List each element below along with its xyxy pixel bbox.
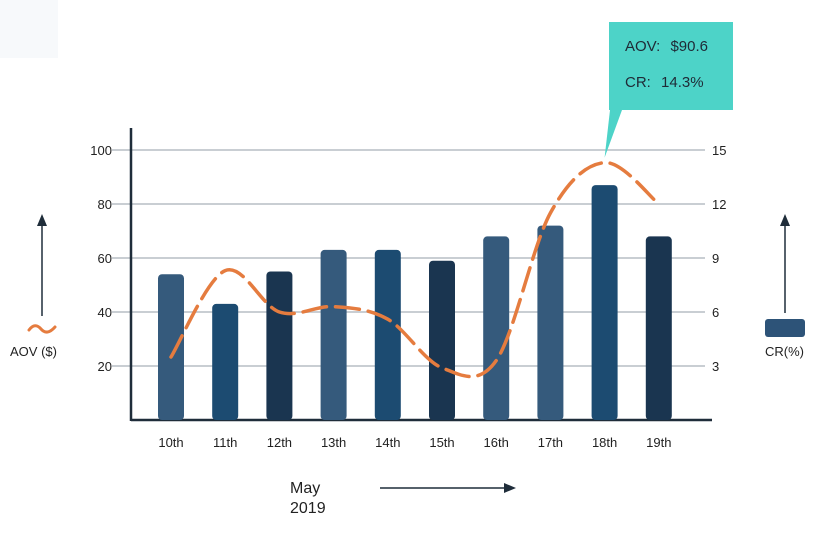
tooltip-pointer [604, 110, 622, 158]
tooltip-cr-row: CR: 14.3% [625, 74, 704, 91]
x-tick-label: 12th [267, 435, 292, 450]
bar [212, 303, 239, 420]
x-axis-direction-arrow-head [504, 483, 516, 493]
bar [591, 185, 618, 420]
left-tick-label: 20 [98, 359, 112, 374]
right-tick-label: 6 [712, 305, 719, 320]
bar [537, 225, 564, 420]
x-tick-label: 18th [592, 435, 617, 450]
bar [645, 236, 672, 420]
right-tick-label: 12 [712, 197, 726, 212]
x-tick-label: 11th [213, 435, 237, 450]
bar [374, 249, 401, 420]
corner-decoration [0, 0, 58, 58]
left-tick-label: 60 [98, 251, 112, 266]
x-tick-label: 19th [646, 435, 671, 450]
left-tick-label: 80 [98, 197, 112, 212]
tooltip-cr-value: 14.3% [661, 74, 704, 91]
tooltip-cr-label: CR: [625, 74, 651, 91]
right-axis-arrow-head [780, 214, 790, 226]
x-tick-label: 14th [375, 435, 400, 450]
right-tick-label: 9 [712, 251, 719, 266]
right-tick-label: 15 [712, 143, 726, 158]
x-axis-title-year: 2019 [290, 500, 326, 517]
x-tick-label: 17th [538, 435, 563, 450]
bar [158, 274, 184, 420]
cr-legend-bar-swatch [765, 319, 805, 337]
x-tick-label: 15th [429, 435, 454, 450]
left-axis-title: AOV ($) [10, 344, 57, 359]
x-axis-title: May 2019 [290, 479, 326, 519]
left-tick-label: 100 [90, 143, 112, 158]
bar [320, 249, 347, 420]
bar [266, 271, 293, 420]
left-axis-arrow-head [37, 214, 47, 226]
left-tick-label: 40 [98, 305, 112, 320]
tooltip-aov-row: AOV: $90.6 [625, 38, 708, 55]
tooltip-aov-value: $90.6 [670, 38, 709, 55]
x-tick-label: 16th [484, 435, 509, 450]
data-tooltip: AOV: $90.6 CR: 14.3% [609, 22, 733, 110]
right-axis-title: CR(%) [765, 344, 804, 359]
x-axis-title-month: May [290, 480, 321, 497]
bar [483, 236, 510, 420]
bar [429, 260, 455, 420]
cr-series-line [169, 160, 661, 379]
x-tick-label: 13th [321, 435, 346, 450]
right-tick-label: 3 [712, 359, 719, 374]
x-tick-label: 10th [158, 435, 183, 450]
aov-legend-wave-icon [27, 324, 57, 334]
tooltip-aov-label: AOV: [625, 38, 661, 55]
